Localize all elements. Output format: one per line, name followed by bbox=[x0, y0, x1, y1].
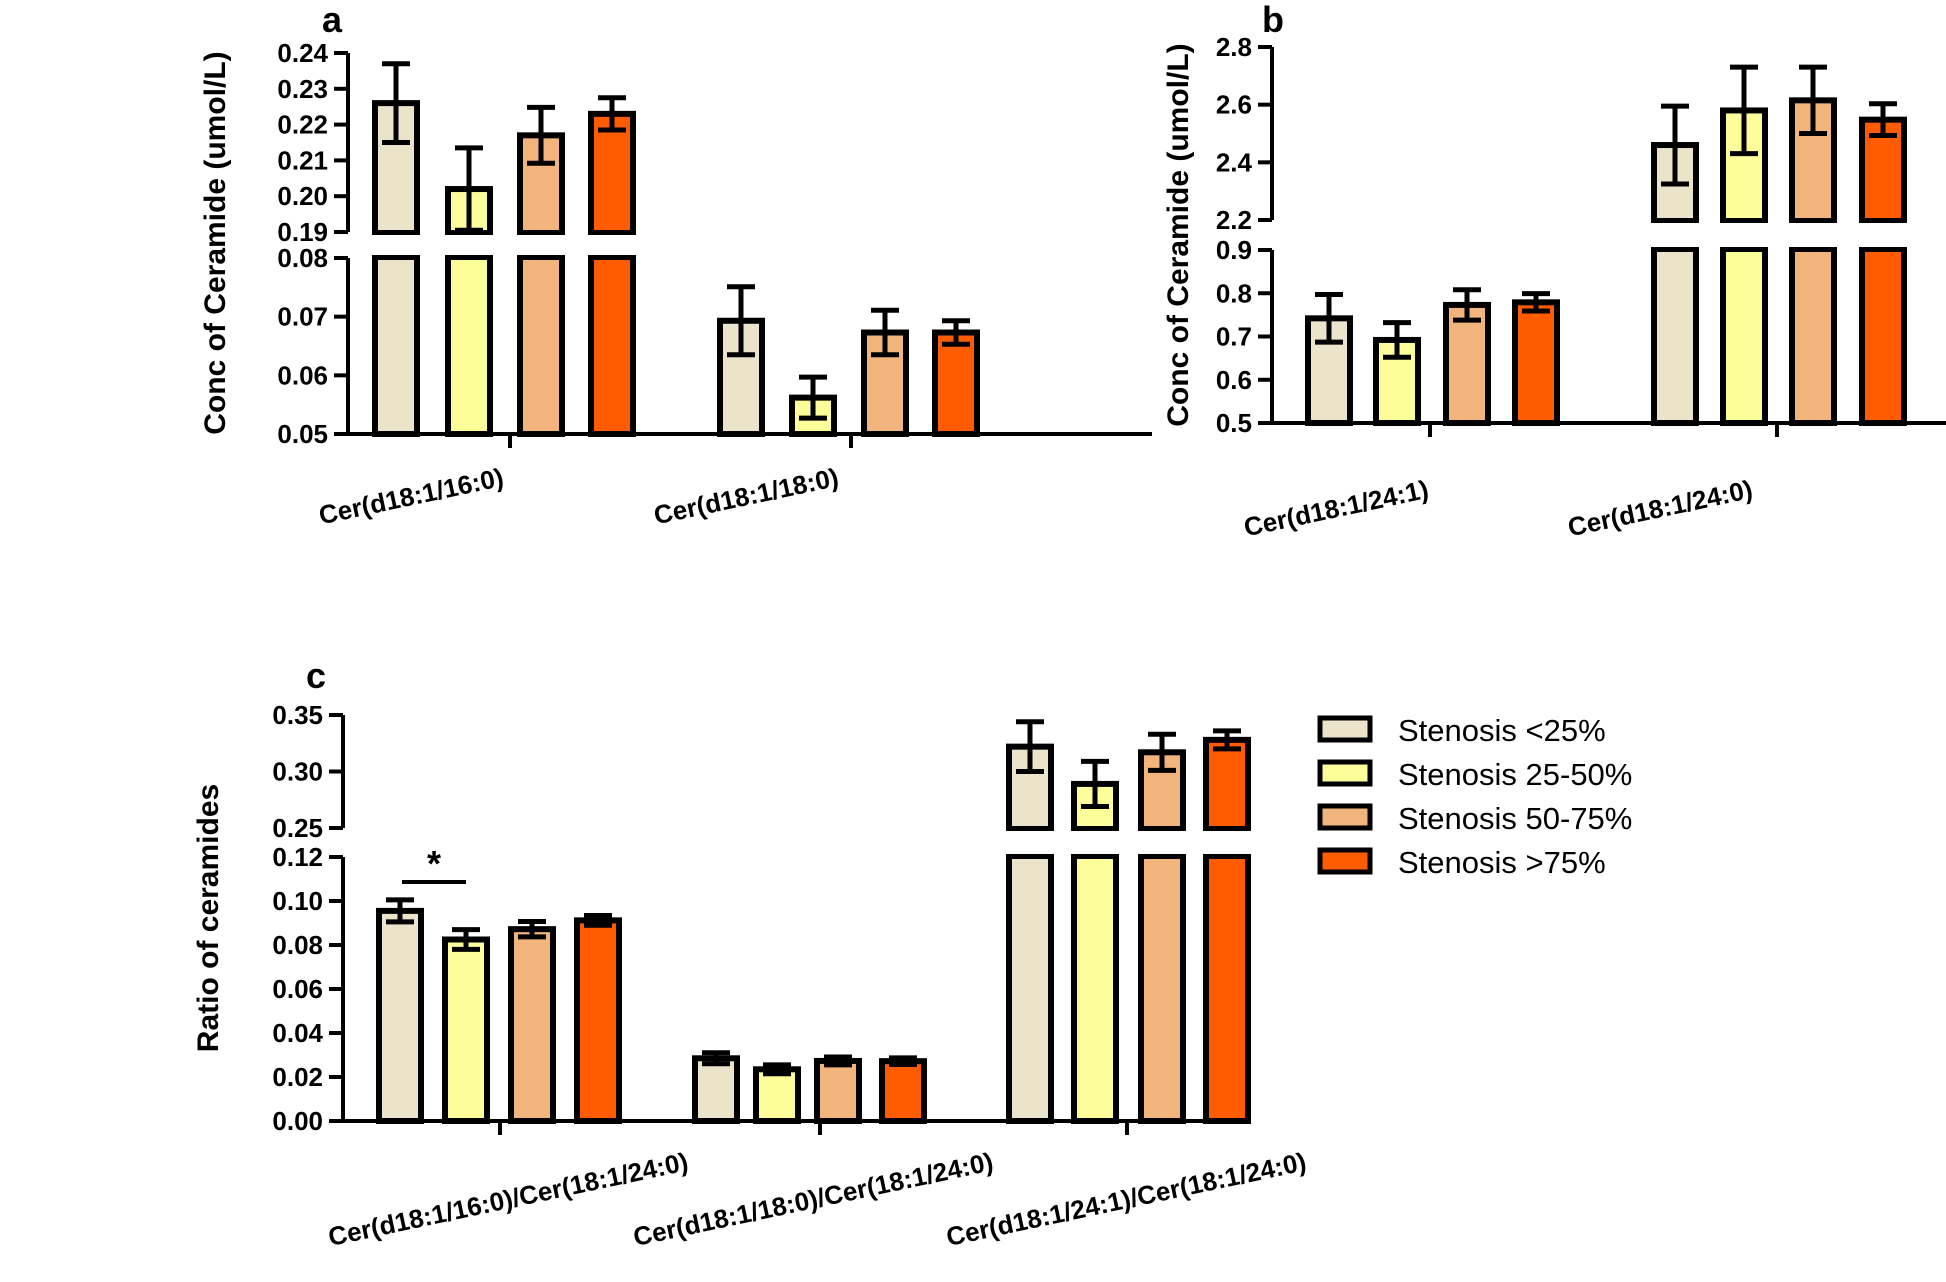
bar-stenosis-50-75--0 bbox=[508, 926, 556, 1124]
bar-stenosis-75--1 bbox=[879, 1058, 927, 1125]
axis-break-gap bbox=[1137, 831, 1187, 854]
category-label: Cer(d18:1/16:0) bbox=[316, 462, 506, 530]
category-label: Cer(d18:1/24:1) bbox=[1241, 474, 1431, 542]
bar-stenosis-25-50--1 bbox=[753, 1066, 801, 1125]
legend-label: Stenosis 25-50% bbox=[1398, 757, 1632, 792]
legend-swatch bbox=[1317, 759, 1373, 787]
axis-break-gap bbox=[444, 235, 494, 255]
bar-lower-stenosis-25-50--2 bbox=[1071, 853, 1119, 1124]
significance-star: * bbox=[427, 843, 441, 884]
y-tick-label: 0.23 bbox=[277, 74, 328, 104]
bar-stenosis-25--1 bbox=[692, 1055, 740, 1125]
y-tick-label: 0.9 bbox=[1216, 235, 1252, 265]
y-tick-label: 0.06 bbox=[277, 360, 328, 390]
y-tick-label: 0.07 bbox=[277, 302, 328, 332]
bar-lower-stenosis-50-75--2 bbox=[1138, 853, 1186, 1124]
panel-c-chart: c 0.00 0.02 0.04 0.06 0.08 0.10 0.120.25 0.30 0.… bbox=[192, 655, 1309, 1252]
bar-lower-stenosis-75--2 bbox=[1203, 853, 1251, 1124]
y-tick-label: 0.06 bbox=[272, 974, 323, 1004]
y-tick-label: 0.22 bbox=[277, 110, 328, 140]
y-tick-label: 0.08 bbox=[277, 243, 328, 273]
legend: Stenosis <25% Stenosis 25-50% Stenosis 50-… bbox=[1317, 713, 1632, 880]
panel-b-chart: b 0.5 0.6 0.7 0.8 0.92.2 2.4 2.6 2.8 Cer(d18:1/2… bbox=[1162, 0, 1946, 542]
y-tick-label: 2.8 bbox=[1216, 32, 1252, 62]
y-tick-label: 0.10 bbox=[272, 886, 323, 916]
y-tick-label: 2.6 bbox=[1216, 90, 1252, 120]
bar-lower-stenosis-75--0 bbox=[588, 254, 636, 437]
y-tick-label: 0.35 bbox=[272, 700, 323, 730]
y-tick-label: 0.12 bbox=[272, 842, 323, 872]
y-axis-title: Conc of Ceramide (umol/L) bbox=[1162, 43, 1195, 426]
axis-break-gap bbox=[1070, 831, 1120, 854]
axis-break-gap bbox=[516, 235, 566, 255]
y-tick-label: 0.20 bbox=[277, 181, 328, 211]
y-tick-label: 0.24 bbox=[277, 38, 328, 68]
bar-lower-stenosis-25-50--0 bbox=[445, 254, 493, 437]
bar-lower-stenosis-25--0 bbox=[372, 254, 420, 437]
legend-swatch bbox=[1317, 847, 1373, 875]
y-tick-label: 0.5 bbox=[1216, 408, 1252, 438]
bar-upper-stenosis-75--2 bbox=[1203, 736, 1251, 832]
category-label: Cer(d18:1/24:0) bbox=[1565, 474, 1755, 542]
bar-stenosis-75--1 bbox=[932, 329, 980, 437]
y-tick-label: 0.00 bbox=[272, 1106, 323, 1136]
panel-b-label: b bbox=[1262, 0, 1284, 40]
bar-lower-stenosis-50-75--1 bbox=[1789, 246, 1837, 426]
bar-lower-stenosis-75--1 bbox=[1859, 246, 1907, 426]
bar-lower-stenosis-25--2 bbox=[1006, 853, 1054, 1124]
axis-break-gap bbox=[371, 235, 421, 255]
legend-label: Stenosis >75% bbox=[1398, 845, 1606, 880]
y-tick-label: 0.25 bbox=[272, 813, 323, 843]
category-label: Cer(d18:1/18:0) bbox=[651, 462, 841, 530]
bar-lower-stenosis-25--1 bbox=[1651, 246, 1699, 426]
panel-a-chart: a 0.05 0.06 0.07 0.080.19 0.20 0.21 0.22 0.23 0.… bbox=[199, 0, 1152, 530]
axis-break-gap bbox=[1650, 223, 1700, 247]
bar-stenosis-75--0 bbox=[574, 917, 622, 1124]
y-tick-label: 0.30 bbox=[272, 757, 323, 787]
bar-stenosis-75--0 bbox=[1512, 299, 1560, 426]
y-tick-label: 2.2 bbox=[1216, 205, 1252, 235]
y-tick-label: 0.05 bbox=[277, 419, 328, 449]
legend-label: Stenosis <25% bbox=[1398, 713, 1606, 748]
y-tick-label: 0.8 bbox=[1216, 278, 1252, 308]
axis-break-gap bbox=[1719, 223, 1769, 247]
axis-break-gap bbox=[1202, 831, 1252, 854]
y-axis-title: Conc of Ceramide (umol/L) bbox=[199, 51, 232, 434]
y-tick-label: 0.19 bbox=[277, 217, 328, 247]
bar-stenosis-25-50--0 bbox=[442, 936, 490, 1124]
bar-lower-stenosis-25-50--1 bbox=[1720, 246, 1768, 426]
legend-swatch bbox=[1317, 715, 1373, 743]
y-tick-label: 0.04 bbox=[272, 1018, 323, 1048]
axis-break-gap bbox=[1005, 831, 1055, 854]
bar-lower-stenosis-50-75--0 bbox=[517, 254, 565, 437]
bar-stenosis-50-75--0 bbox=[1443, 301, 1491, 426]
bar-stenosis-25--0 bbox=[376, 907, 424, 1125]
axis-break-gap bbox=[1788, 223, 1838, 247]
y-axis-title: Ratio of ceramides bbox=[192, 784, 225, 1052]
axis-break-gap bbox=[587, 235, 637, 255]
y-tick-label: 0.7 bbox=[1216, 322, 1252, 352]
category-label: Cer(d18:1/24:1)/Cer(18:1/24:0) bbox=[943, 1146, 1308, 1252]
y-tick-label: 0.02 bbox=[272, 1062, 323, 1092]
panel-c-label: c bbox=[306, 655, 326, 696]
bar-stenosis-50-75--1 bbox=[814, 1057, 862, 1124]
panel-a-label: a bbox=[322, 0, 343, 40]
axis-break-gap bbox=[1858, 223, 1908, 247]
y-tick-label: 0.6 bbox=[1216, 365, 1252, 395]
y-tick-label: 0.08 bbox=[272, 930, 323, 960]
legend-swatch bbox=[1317, 803, 1373, 831]
legend-label: Stenosis 50-75% bbox=[1398, 801, 1632, 836]
bar-upper-stenosis-75--0 bbox=[588, 110, 636, 236]
y-tick-label: 0.21 bbox=[277, 145, 328, 175]
y-tick-label: 2.4 bbox=[1216, 147, 1253, 177]
